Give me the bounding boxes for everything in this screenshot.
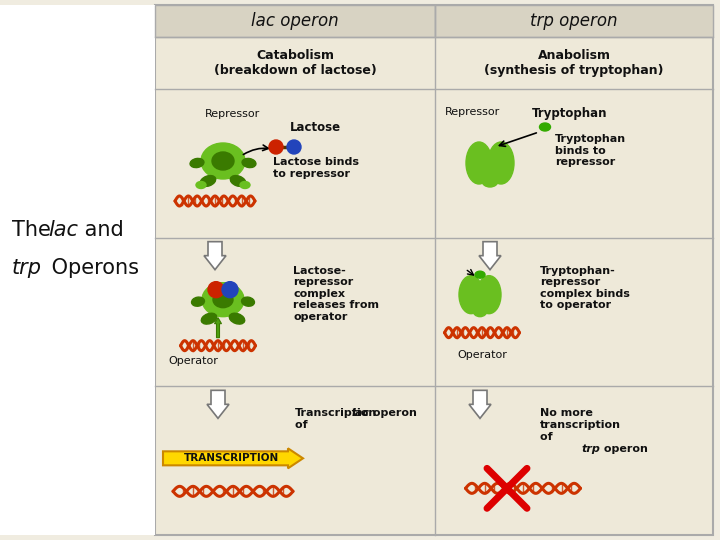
Text: Lactose: Lactose — [290, 121, 341, 134]
Text: Tryptophan
binds to
repressor: Tryptophan binds to repressor — [555, 134, 626, 167]
Ellipse shape — [473, 305, 487, 316]
Ellipse shape — [200, 176, 216, 186]
FancyArrow shape — [207, 390, 229, 418]
Text: Tryptophan: Tryptophan — [532, 107, 608, 120]
Circle shape — [287, 140, 301, 154]
Text: lac operon: lac operon — [251, 12, 339, 30]
FancyArrow shape — [479, 242, 501, 269]
Text: lac: lac — [352, 408, 370, 418]
Ellipse shape — [201, 143, 245, 179]
Ellipse shape — [240, 181, 250, 188]
Text: Anabolism
(synthesis of tryptophan): Anabolism (synthesis of tryptophan) — [485, 49, 664, 77]
Ellipse shape — [192, 297, 204, 306]
Text: Repressor: Repressor — [205, 109, 260, 119]
Ellipse shape — [202, 282, 244, 316]
Ellipse shape — [212, 152, 234, 170]
Ellipse shape — [242, 158, 256, 167]
Text: No more
transcription
of: No more transcription of — [540, 408, 621, 442]
Text: Operons: Operons — [45, 258, 139, 278]
Ellipse shape — [190, 158, 204, 167]
Text: operon: operon — [369, 408, 417, 418]
Ellipse shape — [202, 313, 217, 324]
Text: trp: trp — [12, 258, 42, 278]
FancyBboxPatch shape — [0, 5, 155, 535]
FancyBboxPatch shape — [155, 5, 713, 535]
Text: TRANSCRIPTION: TRANSCRIPTION — [184, 454, 279, 463]
Text: lac: lac — [48, 220, 78, 240]
Ellipse shape — [539, 123, 551, 131]
FancyArrow shape — [469, 390, 491, 418]
Ellipse shape — [482, 175, 498, 187]
Ellipse shape — [196, 181, 206, 188]
Text: Lactose binds
to repressor: Lactose binds to repressor — [273, 157, 359, 179]
Text: Transcription
of: Transcription of — [295, 408, 377, 430]
Ellipse shape — [230, 176, 246, 186]
Circle shape — [208, 282, 224, 298]
Text: trp operon: trp operon — [530, 12, 618, 30]
Text: The: The — [12, 220, 58, 240]
Text: Operator: Operator — [168, 356, 218, 366]
Text: Catabolism
(breakdown of lactose): Catabolism (breakdown of lactose) — [214, 49, 377, 77]
Ellipse shape — [488, 142, 514, 184]
Ellipse shape — [477, 275, 501, 314]
Ellipse shape — [466, 142, 492, 184]
Ellipse shape — [213, 292, 233, 308]
Ellipse shape — [459, 275, 483, 314]
FancyArrow shape — [215, 318, 222, 338]
Text: Tryptophan-
repressor
complex binds
to operator: Tryptophan- repressor complex binds to o… — [540, 266, 630, 310]
Circle shape — [222, 282, 238, 298]
Ellipse shape — [475, 271, 485, 278]
Text: trp: trp — [582, 444, 601, 454]
FancyBboxPatch shape — [155, 5, 435, 37]
Text: Repressor: Repressor — [445, 107, 500, 117]
FancyBboxPatch shape — [435, 5, 713, 37]
Text: Operator: Operator — [457, 350, 507, 360]
Text: operon: operon — [600, 444, 648, 454]
FancyArrow shape — [163, 448, 303, 468]
Ellipse shape — [241, 297, 254, 306]
FancyArrow shape — [204, 242, 226, 269]
Circle shape — [269, 140, 283, 154]
Text: Lactose-
repressor
complex
releases from
operator: Lactose- repressor complex releases from… — [293, 266, 379, 322]
Ellipse shape — [229, 313, 245, 324]
Text: and: and — [78, 220, 124, 240]
